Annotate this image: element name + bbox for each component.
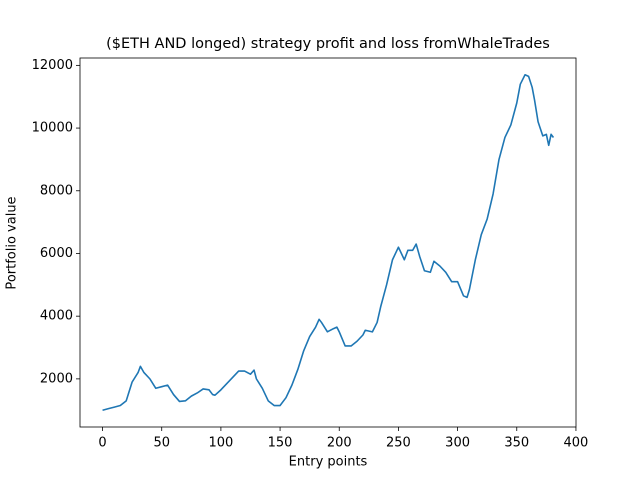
y-axis-label: Portfolio value: [5, 196, 20, 289]
y-tick-label: 6000: [40, 246, 73, 261]
x-tick-label: 400: [564, 436, 589, 451]
x-axis-label: Entry points: [289, 455, 368, 470]
y-tick-label: 2000: [40, 371, 73, 386]
x-tick-label: 50: [153, 436, 170, 451]
x-tick-label: 0: [98, 436, 106, 451]
y-tick-label: 12000: [32, 58, 73, 73]
plot-frame: [79, 57, 577, 428]
x-tick-label: 350: [504, 436, 529, 451]
chart-title: ($ETH AND longed) strategy profit and lo…: [106, 36, 550, 52]
y-tick-label: 8000: [40, 183, 73, 198]
x-tick-label: 150: [268, 436, 293, 451]
data-line: [102, 73, 555, 412]
x-tick-label: 300: [445, 436, 470, 451]
y-tick-label: 10000: [32, 121, 73, 136]
x-tick-label: 250: [386, 436, 411, 451]
x-tick-label: 100: [208, 436, 233, 451]
x-tick-label: 200: [327, 436, 352, 451]
y-tick-label: 4000: [40, 309, 73, 324]
